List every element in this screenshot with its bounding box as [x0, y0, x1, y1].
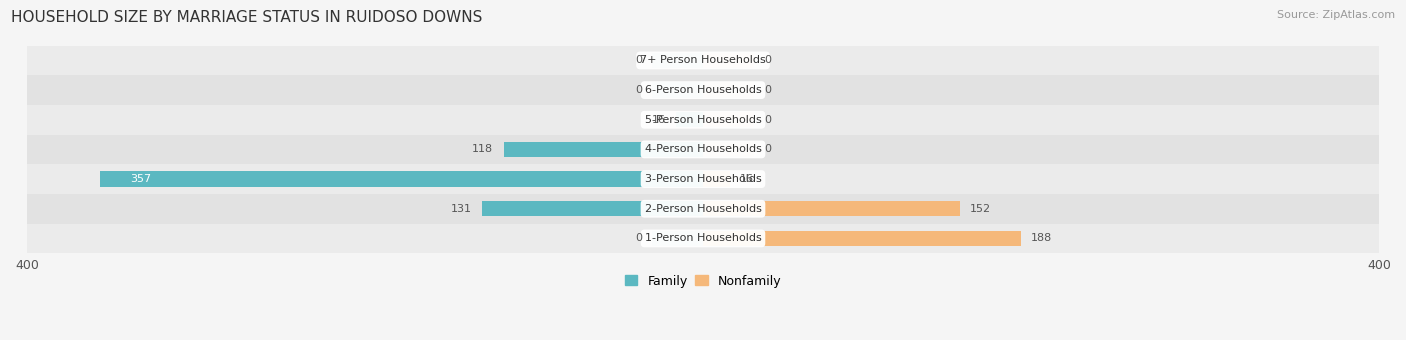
Bar: [503, 142, 703, 157]
Bar: [703, 142, 754, 157]
Text: HOUSEHOLD SIZE BY MARRIAGE STATUS IN RUIDOSO DOWNS: HOUSEHOLD SIZE BY MARRIAGE STATUS IN RUI…: [11, 10, 482, 25]
Text: 1-Person Households: 1-Person Households: [644, 234, 762, 243]
Text: 152: 152: [970, 204, 991, 214]
Bar: [27, 224, 1379, 253]
Text: 188: 188: [1031, 234, 1052, 243]
Bar: [703, 231, 1021, 246]
Text: 4-Person Households: 4-Person Households: [644, 144, 762, 154]
Bar: [27, 105, 1379, 135]
Text: 357: 357: [129, 174, 152, 184]
Bar: [703, 53, 754, 68]
Bar: [703, 201, 960, 217]
Text: 0: 0: [763, 144, 770, 154]
Legend: Family, Nonfamily: Family, Nonfamily: [620, 270, 786, 293]
Text: 0: 0: [763, 115, 770, 125]
Text: 16: 16: [740, 174, 754, 184]
Text: 7+ Person Households: 7+ Person Households: [640, 55, 766, 65]
Text: 5-Person Households: 5-Person Households: [644, 115, 762, 125]
Text: 118: 118: [472, 144, 494, 154]
Bar: [482, 201, 703, 217]
Bar: [703, 171, 730, 187]
Bar: [652, 231, 703, 246]
Bar: [703, 112, 754, 128]
Bar: [27, 194, 1379, 224]
Text: 0: 0: [636, 55, 643, 65]
Text: 0: 0: [636, 85, 643, 95]
Text: 6-Person Households: 6-Person Households: [644, 85, 762, 95]
Bar: [676, 112, 703, 128]
Bar: [100, 171, 703, 187]
Bar: [652, 53, 703, 68]
Bar: [27, 75, 1379, 105]
Text: Source: ZipAtlas.com: Source: ZipAtlas.com: [1277, 10, 1395, 20]
Text: 3-Person Households: 3-Person Households: [644, 174, 762, 184]
Text: 131: 131: [450, 204, 471, 214]
Text: 0: 0: [763, 85, 770, 95]
Bar: [27, 135, 1379, 164]
Text: 2-Person Households: 2-Person Households: [644, 204, 762, 214]
Text: 0: 0: [763, 55, 770, 65]
Bar: [27, 46, 1379, 75]
Bar: [703, 82, 754, 98]
Text: 0: 0: [636, 234, 643, 243]
Text: 16: 16: [652, 115, 666, 125]
Bar: [27, 164, 1379, 194]
Bar: [652, 82, 703, 98]
